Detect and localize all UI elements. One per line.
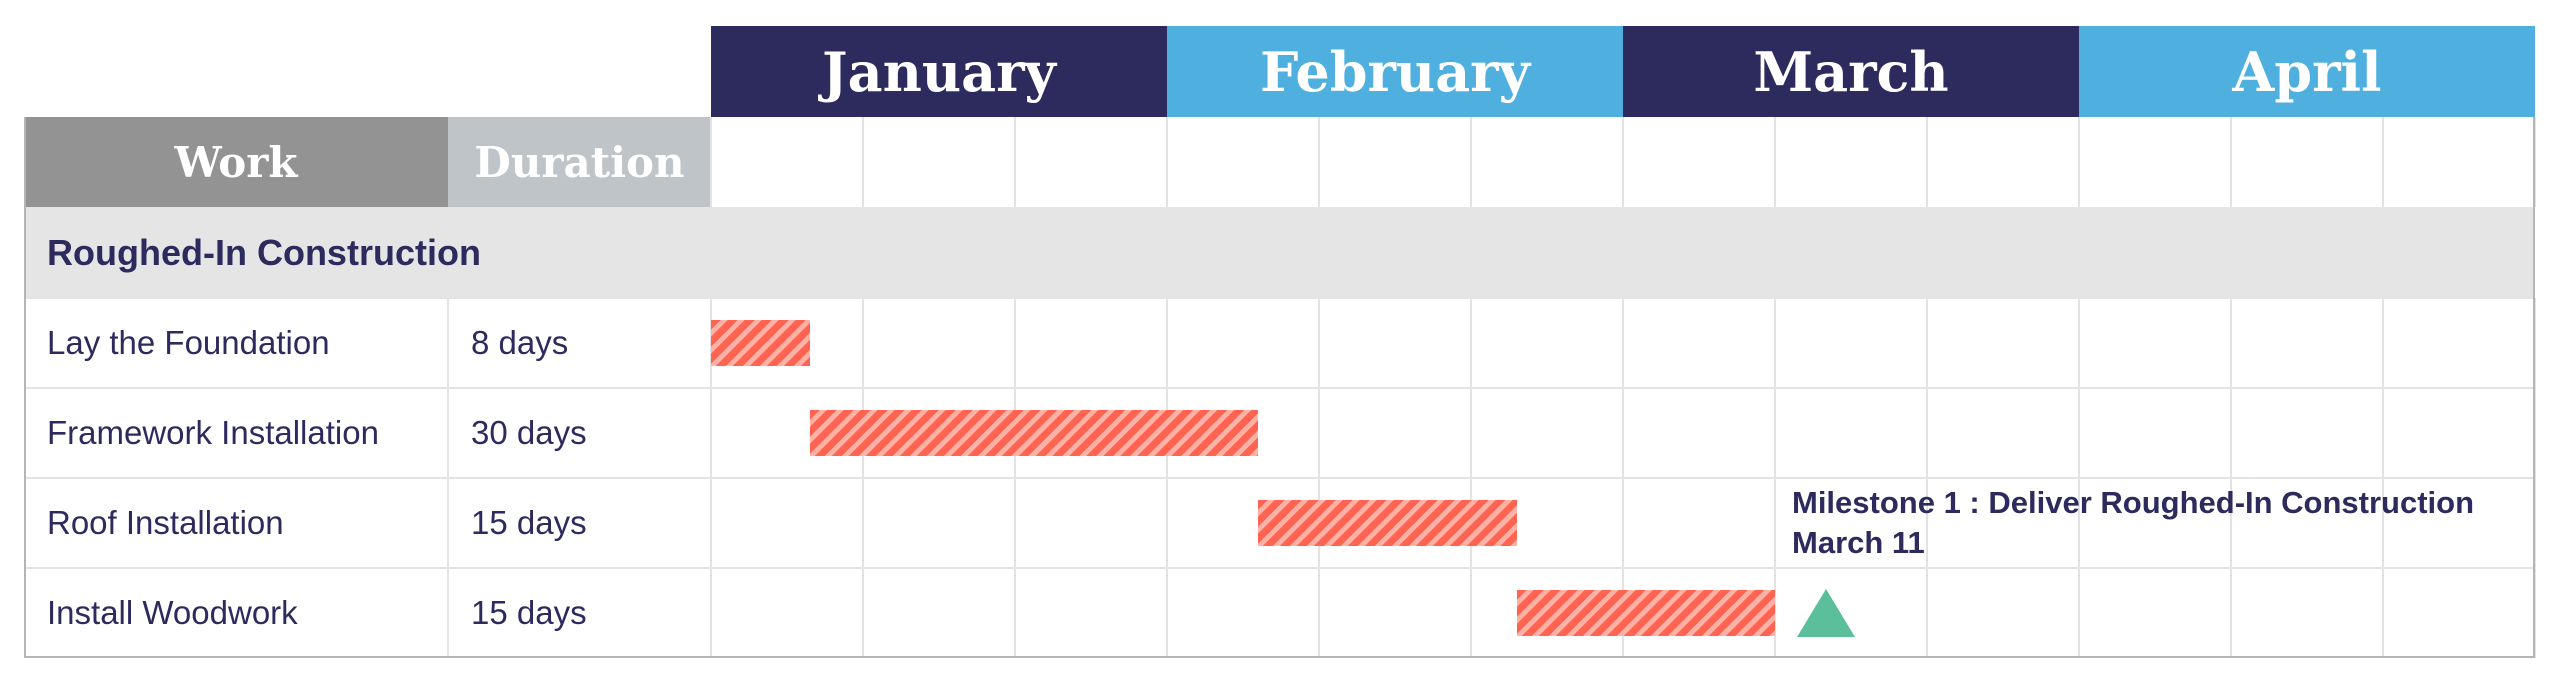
grid-col-line: [1774, 117, 1776, 207]
task-bar: [1258, 500, 1517, 546]
grid-col-line: [2382, 117, 2384, 207]
grid-row-line: [24, 477, 2535, 479]
grid-col-line: [1318, 117, 1320, 207]
task-name-foundation: Lay the Foundation: [47, 324, 330, 361]
work-column-header: Work: [24, 117, 448, 207]
task-duration-foundation: 8 days: [471, 324, 569, 361]
task-bar: [711, 320, 810, 366]
grid-col-line: [862, 117, 864, 207]
grid-col-line: [2534, 298, 2536, 658]
duration-column-header: Duration: [448, 117, 711, 207]
grid-col-line: [1470, 117, 1472, 207]
grid-col-line: [1622, 117, 1624, 207]
milestone-title: Milestone 1 : Deliver Roughed-In Constru…: [1792, 485, 2475, 520]
month-header-april: April: [2079, 26, 2535, 117]
grid-col-line: [2230, 117, 2232, 207]
task-bar: [1516, 590, 1775, 636]
grid-col-line: [710, 117, 712, 207]
milestone-label: Milestone 1 : Deliver Roughed-In Constru…: [1792, 483, 2474, 563]
grid-row-line: [24, 297, 2535, 299]
task-name-framework: Framework Installation: [47, 414, 379, 451]
grid-row-line: [24, 567, 2535, 569]
task-name-roof: Roof Installation: [47, 504, 284, 541]
milestone-date: March 11: [1792, 525, 1925, 560]
section-band: [24, 207, 2535, 298]
grid-col-line: [2078, 117, 2080, 207]
grid-col-line: [1014, 117, 1016, 207]
month-header-january: January: [711, 26, 1167, 117]
grid-row-line: [24, 387, 2535, 389]
task-duration-roof: 15 days: [471, 504, 587, 541]
task-bar: [809, 410, 1259, 456]
grid-col-line: [2534, 117, 2536, 207]
grid-col-line: [1926, 117, 1928, 207]
section-label: Roughed-In Construction: [47, 231, 481, 273]
milestone-marker: [1797, 589, 1855, 637]
grid-col-line: [1166, 117, 1168, 207]
task-duration-woodwork: 15 days: [471, 594, 587, 631]
task-name-woodwork: Install Woodwork: [47, 594, 298, 631]
month-header-february: February: [1167, 26, 1623, 117]
month-header-march: March: [1623, 26, 2079, 117]
task-duration-framework: 30 days: [471, 414, 587, 451]
